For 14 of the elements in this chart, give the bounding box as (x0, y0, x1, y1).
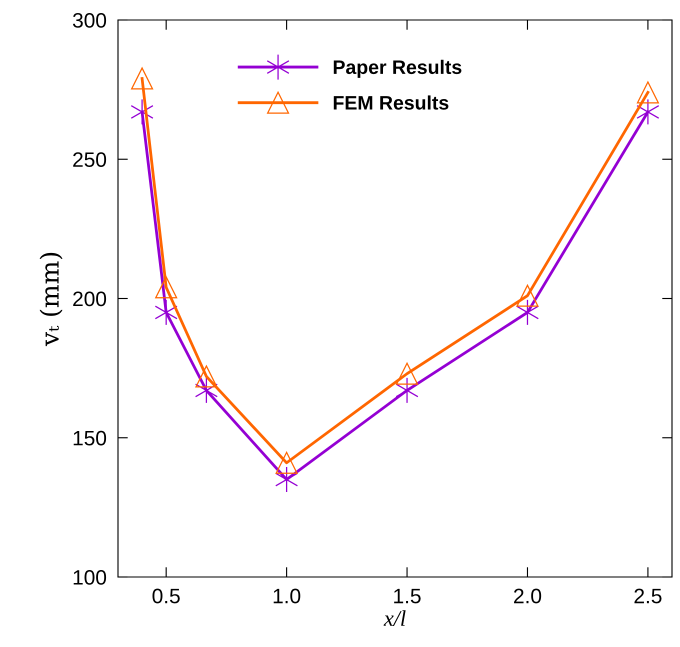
x-tick-label: 2.5 (634, 588, 662, 604)
y-tick-label: 150 (74, 430, 106, 446)
x-tick-label: 2.0 (514, 588, 542, 604)
legend-label: Paper Results (334, 60, 462, 78)
x-tick-label: 0.5 (152, 588, 180, 604)
x-tick-label: 1.0 (274, 588, 300, 604)
y-tick-label: 100 (74, 570, 106, 585)
x-axis-title: x/l (384, 610, 406, 626)
y-tick-label: 200 (73, 292, 106, 306)
legend-label: FEM Results (334, 95, 448, 110)
x-tick-label: 1.5 (394, 588, 421, 604)
y-tick-label: 300 (72, 13, 106, 28)
y-tick-label: 250 (73, 152, 106, 168)
y-axis-title: vₜ (mm) (40, 252, 62, 346)
